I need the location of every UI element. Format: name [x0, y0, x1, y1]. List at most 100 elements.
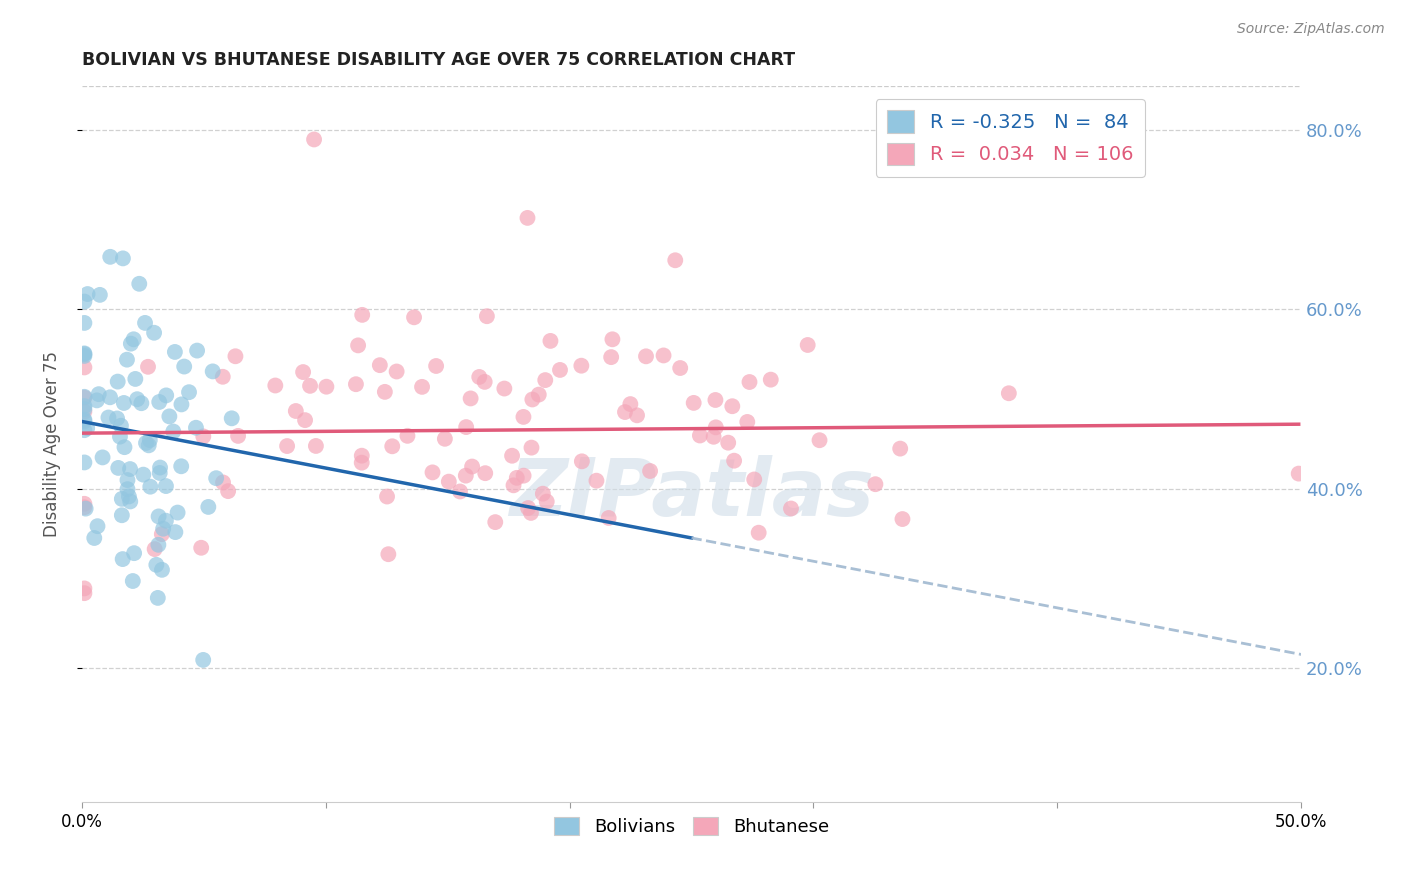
Point — [585, 474, 607, 488]
Point — [626, 409, 648, 423]
Point — [139, 433, 162, 447]
Point — [138, 438, 160, 452]
Point — [73, 349, 96, 363]
Point — [143, 326, 166, 340]
Point — [131, 396, 153, 410]
Point — [302, 132, 325, 146]
Point — [73, 360, 96, 375]
Point — [107, 461, 129, 475]
Point — [352, 308, 374, 322]
Point — [284, 404, 307, 418]
Legend: Bolivians, Bhutanese: Bolivians, Bhutanese — [547, 810, 837, 844]
Point — [73, 404, 96, 418]
Point — [808, 434, 831, 448]
Point — [385, 364, 408, 378]
Point — [569, 359, 592, 373]
Point — [669, 361, 692, 376]
Point — [86, 393, 108, 408]
Point — [128, 277, 150, 291]
Point — [73, 402, 96, 417]
Point — [396, 429, 419, 443]
Point — [117, 473, 139, 487]
Point — [619, 397, 641, 411]
Point — [73, 390, 96, 404]
Point — [344, 377, 367, 392]
Point — [294, 413, 316, 427]
Point — [375, 490, 398, 504]
Point — [377, 547, 399, 561]
Point — [664, 253, 686, 268]
Point — [468, 370, 491, 384]
Point — [118, 490, 141, 504]
Point — [780, 501, 803, 516]
Point — [865, 477, 887, 491]
Point — [205, 471, 228, 485]
Point — [600, 350, 623, 364]
Point — [520, 441, 543, 455]
Point — [689, 428, 711, 442]
Point — [73, 586, 96, 600]
Point — [111, 491, 134, 506]
Point — [517, 501, 540, 516]
Point — [148, 395, 170, 409]
Point — [110, 418, 132, 433]
Point — [506, 471, 529, 485]
Point — [347, 338, 370, 352]
Point — [155, 388, 177, 402]
Point — [162, 425, 184, 439]
Point — [422, 466, 444, 480]
Point — [155, 479, 177, 493]
Point — [173, 359, 195, 374]
Point — [292, 365, 315, 379]
Point — [98, 390, 121, 404]
Point — [197, 500, 219, 514]
Point — [474, 375, 496, 389]
Point — [738, 375, 761, 389]
Point — [122, 546, 145, 560]
Point — [211, 369, 233, 384]
Point — [634, 349, 657, 363]
Text: BOLIVIAN VS BHUTANESE DISABILITY AGE OVER 75 CORRELATION CHART: BOLIVIAN VS BHUTANESE DISABILITY AGE OVE… — [82, 51, 794, 69]
Point — [891, 512, 914, 526]
Point — [148, 538, 170, 552]
Point — [73, 412, 96, 426]
Point — [76, 287, 98, 301]
Point — [433, 432, 456, 446]
Point — [157, 409, 180, 424]
Point — [475, 309, 498, 323]
Point — [614, 405, 637, 419]
Point — [374, 384, 396, 399]
Point — [73, 455, 96, 469]
Point — [139, 480, 162, 494]
Point — [368, 358, 391, 372]
Point — [527, 387, 550, 401]
Point — [148, 509, 170, 524]
Point — [474, 466, 496, 480]
Point — [134, 316, 156, 330]
Point — [121, 574, 143, 588]
Point — [150, 563, 173, 577]
Y-axis label: Disability Age Over 75: Disability Age Over 75 — [44, 351, 60, 537]
Point — [512, 468, 534, 483]
Point — [98, 250, 121, 264]
Point — [502, 478, 524, 492]
Point — [276, 439, 298, 453]
Point — [501, 449, 523, 463]
Text: Source: ZipAtlas.com: Source: ZipAtlas.com — [1237, 22, 1385, 37]
Point — [135, 436, 157, 450]
Point — [73, 391, 96, 405]
Point — [742, 473, 765, 487]
Point — [152, 522, 174, 536]
Point — [111, 252, 134, 266]
Point — [723, 453, 745, 467]
Point — [149, 466, 172, 480]
Point — [73, 294, 96, 309]
Point — [381, 439, 404, 453]
Point — [704, 392, 727, 407]
Point — [149, 460, 172, 475]
Point — [411, 380, 433, 394]
Point — [132, 467, 155, 482]
Point — [146, 591, 169, 605]
Point — [425, 359, 447, 373]
Point — [531, 486, 554, 500]
